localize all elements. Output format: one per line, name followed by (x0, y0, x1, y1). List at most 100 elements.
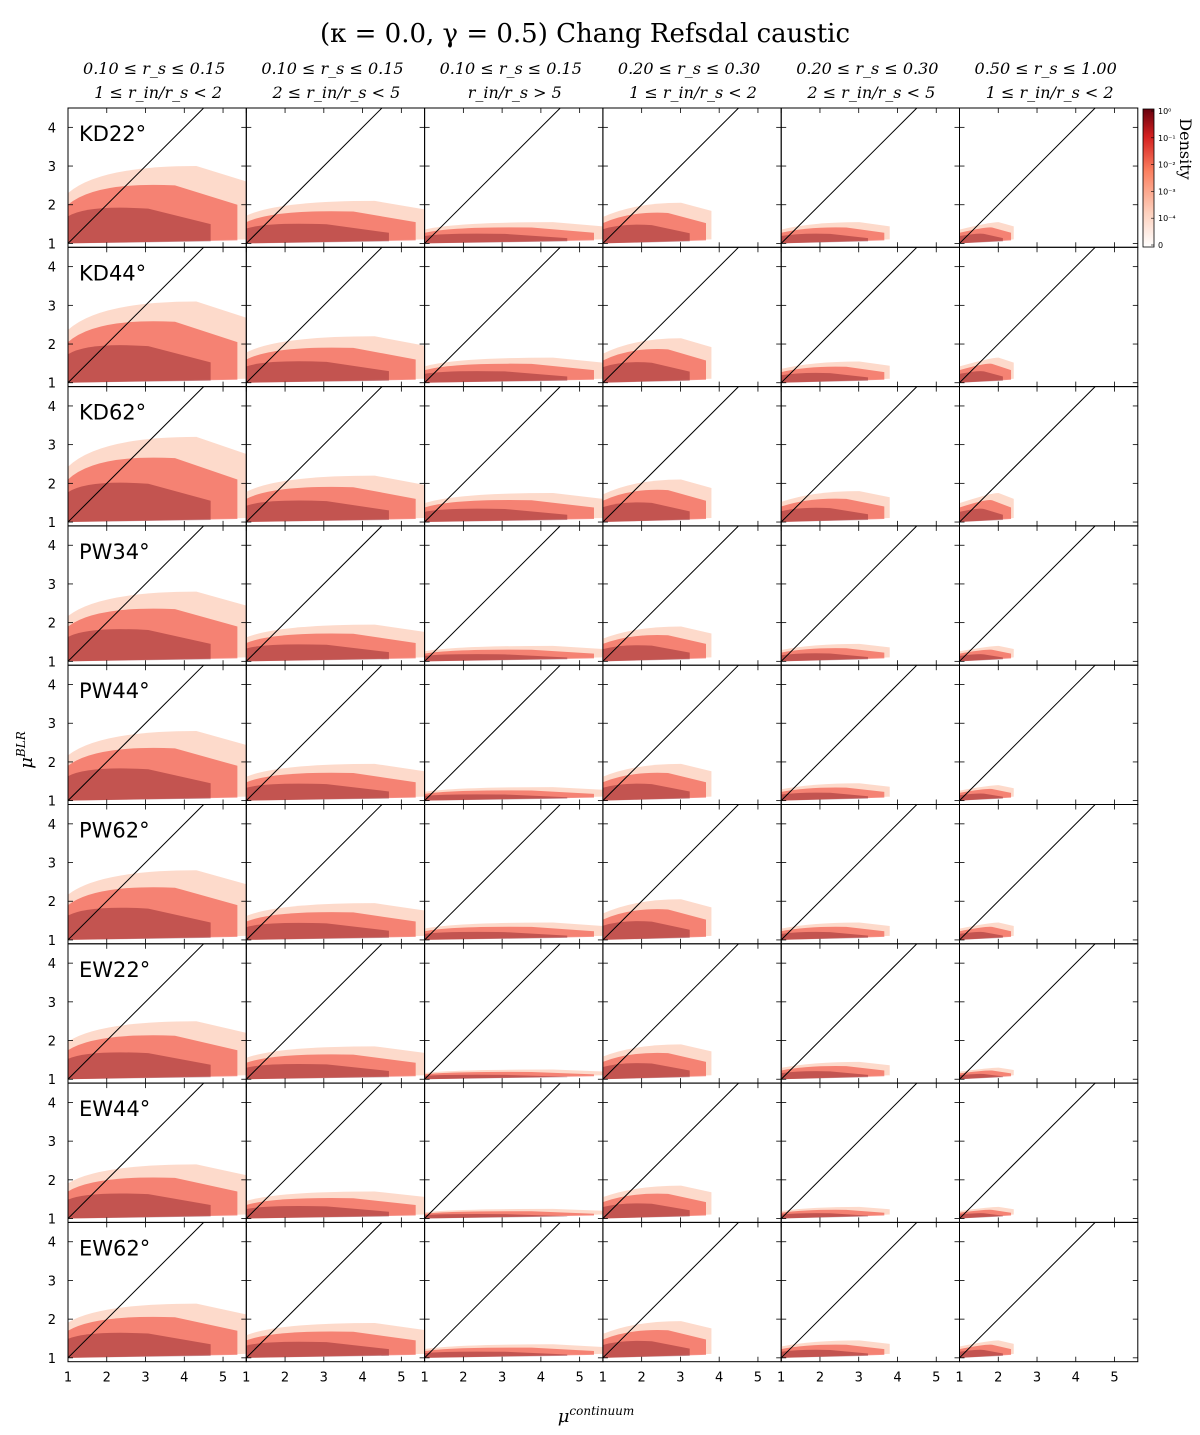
density-region-core (602, 783, 690, 801)
diagonal-line (602, 1083, 739, 1219)
diagonal-line (959, 943, 1096, 1080)
y-tick-label: 4 (48, 261, 56, 276)
density-region-core (68, 768, 211, 801)
density-region-mid (602, 634, 707, 662)
colorbar-tick-label: 10⁻⁴ (1158, 214, 1176, 223)
panel: EW22° (67, 943, 247, 1084)
x-tick-label: 4 (537, 1371, 545, 1386)
density-region-core (424, 1351, 568, 1358)
diagonal-line (781, 1222, 918, 1359)
x-tick-label: 1 (242, 1371, 250, 1386)
density-region-mid (424, 649, 594, 662)
x-tick-label: 5 (932, 1371, 940, 1386)
x-tick-label: 3 (855, 1371, 863, 1386)
x-tick-label: 2 (638, 1371, 646, 1386)
panel: PW44° (67, 664, 247, 806)
colorbar-tick-label: 10⁻³ (1158, 187, 1176, 196)
panel (424, 525, 604, 666)
diagonal-line (959, 386, 1096, 523)
panel (959, 246, 1139, 388)
y-tick-label: 1 (48, 1073, 56, 1088)
diagonal-line (68, 1083, 205, 1219)
diagonal-line (781, 108, 918, 244)
density-region-core (424, 654, 568, 662)
density-region-mid (68, 887, 238, 940)
row-label: KD62° (79, 401, 146, 425)
diagonal-line (959, 525, 1096, 662)
density-region-core (602, 1063, 690, 1080)
density-region-mid (602, 1193, 707, 1219)
density-region-core (959, 654, 1003, 662)
colorbar-tick-label: 10⁰ (1158, 107, 1171, 116)
panel (245, 525, 426, 666)
density-region-mid (424, 363, 594, 383)
diagonal-line (68, 525, 205, 662)
x-tick-label: 3 (676, 1371, 684, 1386)
panel (959, 804, 1139, 945)
panel (780, 525, 961, 666)
panel (245, 386, 426, 527)
x-tick-label: 1 (420, 1371, 428, 1386)
column-header-line2: 1 ≤ r_in/r_s < 2 (629, 83, 757, 102)
diagonal-line (602, 804, 739, 941)
x-tick-label: 2 (103, 1371, 111, 1386)
y-tick-label: 4 (48, 818, 56, 833)
row-label: PW62° (79, 819, 150, 843)
density-region-core (959, 931, 1003, 940)
column-header-line1: 0.20 ≤ r_s ≤ 0.30 (796, 59, 938, 78)
diagonal-line (602, 525, 739, 662)
panel-frame (959, 1221, 1139, 1363)
density-region-core (602, 1203, 690, 1219)
density-region-mid (781, 1209, 885, 1219)
column-header-line1: 0.10 ≤ r_s ≤ 0.15 (83, 59, 225, 78)
y-tick-label: 2 (48, 756, 56, 771)
density-region-mid (602, 909, 707, 940)
panel (424, 246, 604, 388)
y-tick-labels: 1 2 3 4 1 2 3 4 1 2 3 4 1 2 3 4 1 2 3 4 1 2 3 4 1 2 3 4 1 2 3 4 1 2 3 4 (48, 121, 56, 1366)
diagonal-line (781, 247, 918, 384)
y-tick-label: 1 (48, 237, 56, 252)
density-region-core (781, 1213, 869, 1219)
x-axis-label: μcontinuum (558, 1404, 635, 1427)
panel (245, 664, 426, 806)
x-tick-label: 1 (777, 1371, 785, 1386)
density-region-mid (959, 500, 1012, 523)
diagonal-line (68, 804, 205, 941)
density-region-mid (781, 227, 885, 244)
panel (424, 943, 604, 1084)
panel-frame (424, 525, 604, 666)
diagonal-line (246, 1222, 383, 1359)
panel (959, 107, 1139, 248)
density-region-mid (602, 1052, 707, 1080)
panel (245, 804, 426, 945)
x-tick-label: 5 (1110, 1371, 1118, 1386)
density-region-mid (602, 772, 707, 801)
density-region-mid (959, 1209, 1012, 1219)
density-region-mid (781, 926, 885, 940)
diagonal-line (959, 1083, 1096, 1219)
y-tick-label: 4 (48, 679, 56, 694)
y-tick-label: 1 (48, 1213, 56, 1228)
density-region-core (246, 361, 389, 383)
density-region-core (68, 482, 211, 523)
density-region-core (781, 931, 869, 940)
panel-frame (424, 1082, 604, 1223)
density-region-core (781, 1349, 869, 1358)
panel-grid: KD22° KD44° KD62° PW34° PW44° PW62° EW22° EW44°… (67, 107, 1139, 1363)
diagonal-line (424, 247, 561, 384)
panel (780, 664, 961, 806)
panel (780, 943, 961, 1084)
x-tick-label: 5 (754, 1371, 762, 1386)
diagonal-line (68, 108, 205, 244)
panel (959, 664, 1139, 806)
diagonal-line (68, 943, 205, 1080)
panel (602, 107, 782, 248)
y-tick-label: 4 (48, 539, 56, 554)
x-tick-label: 5 (397, 1371, 405, 1386)
diagonal-line (424, 1083, 561, 1219)
y-tick-label: 2 (48, 895, 56, 910)
density-region-mid (424, 1347, 594, 1358)
panel (245, 107, 426, 248)
panel (424, 664, 604, 806)
